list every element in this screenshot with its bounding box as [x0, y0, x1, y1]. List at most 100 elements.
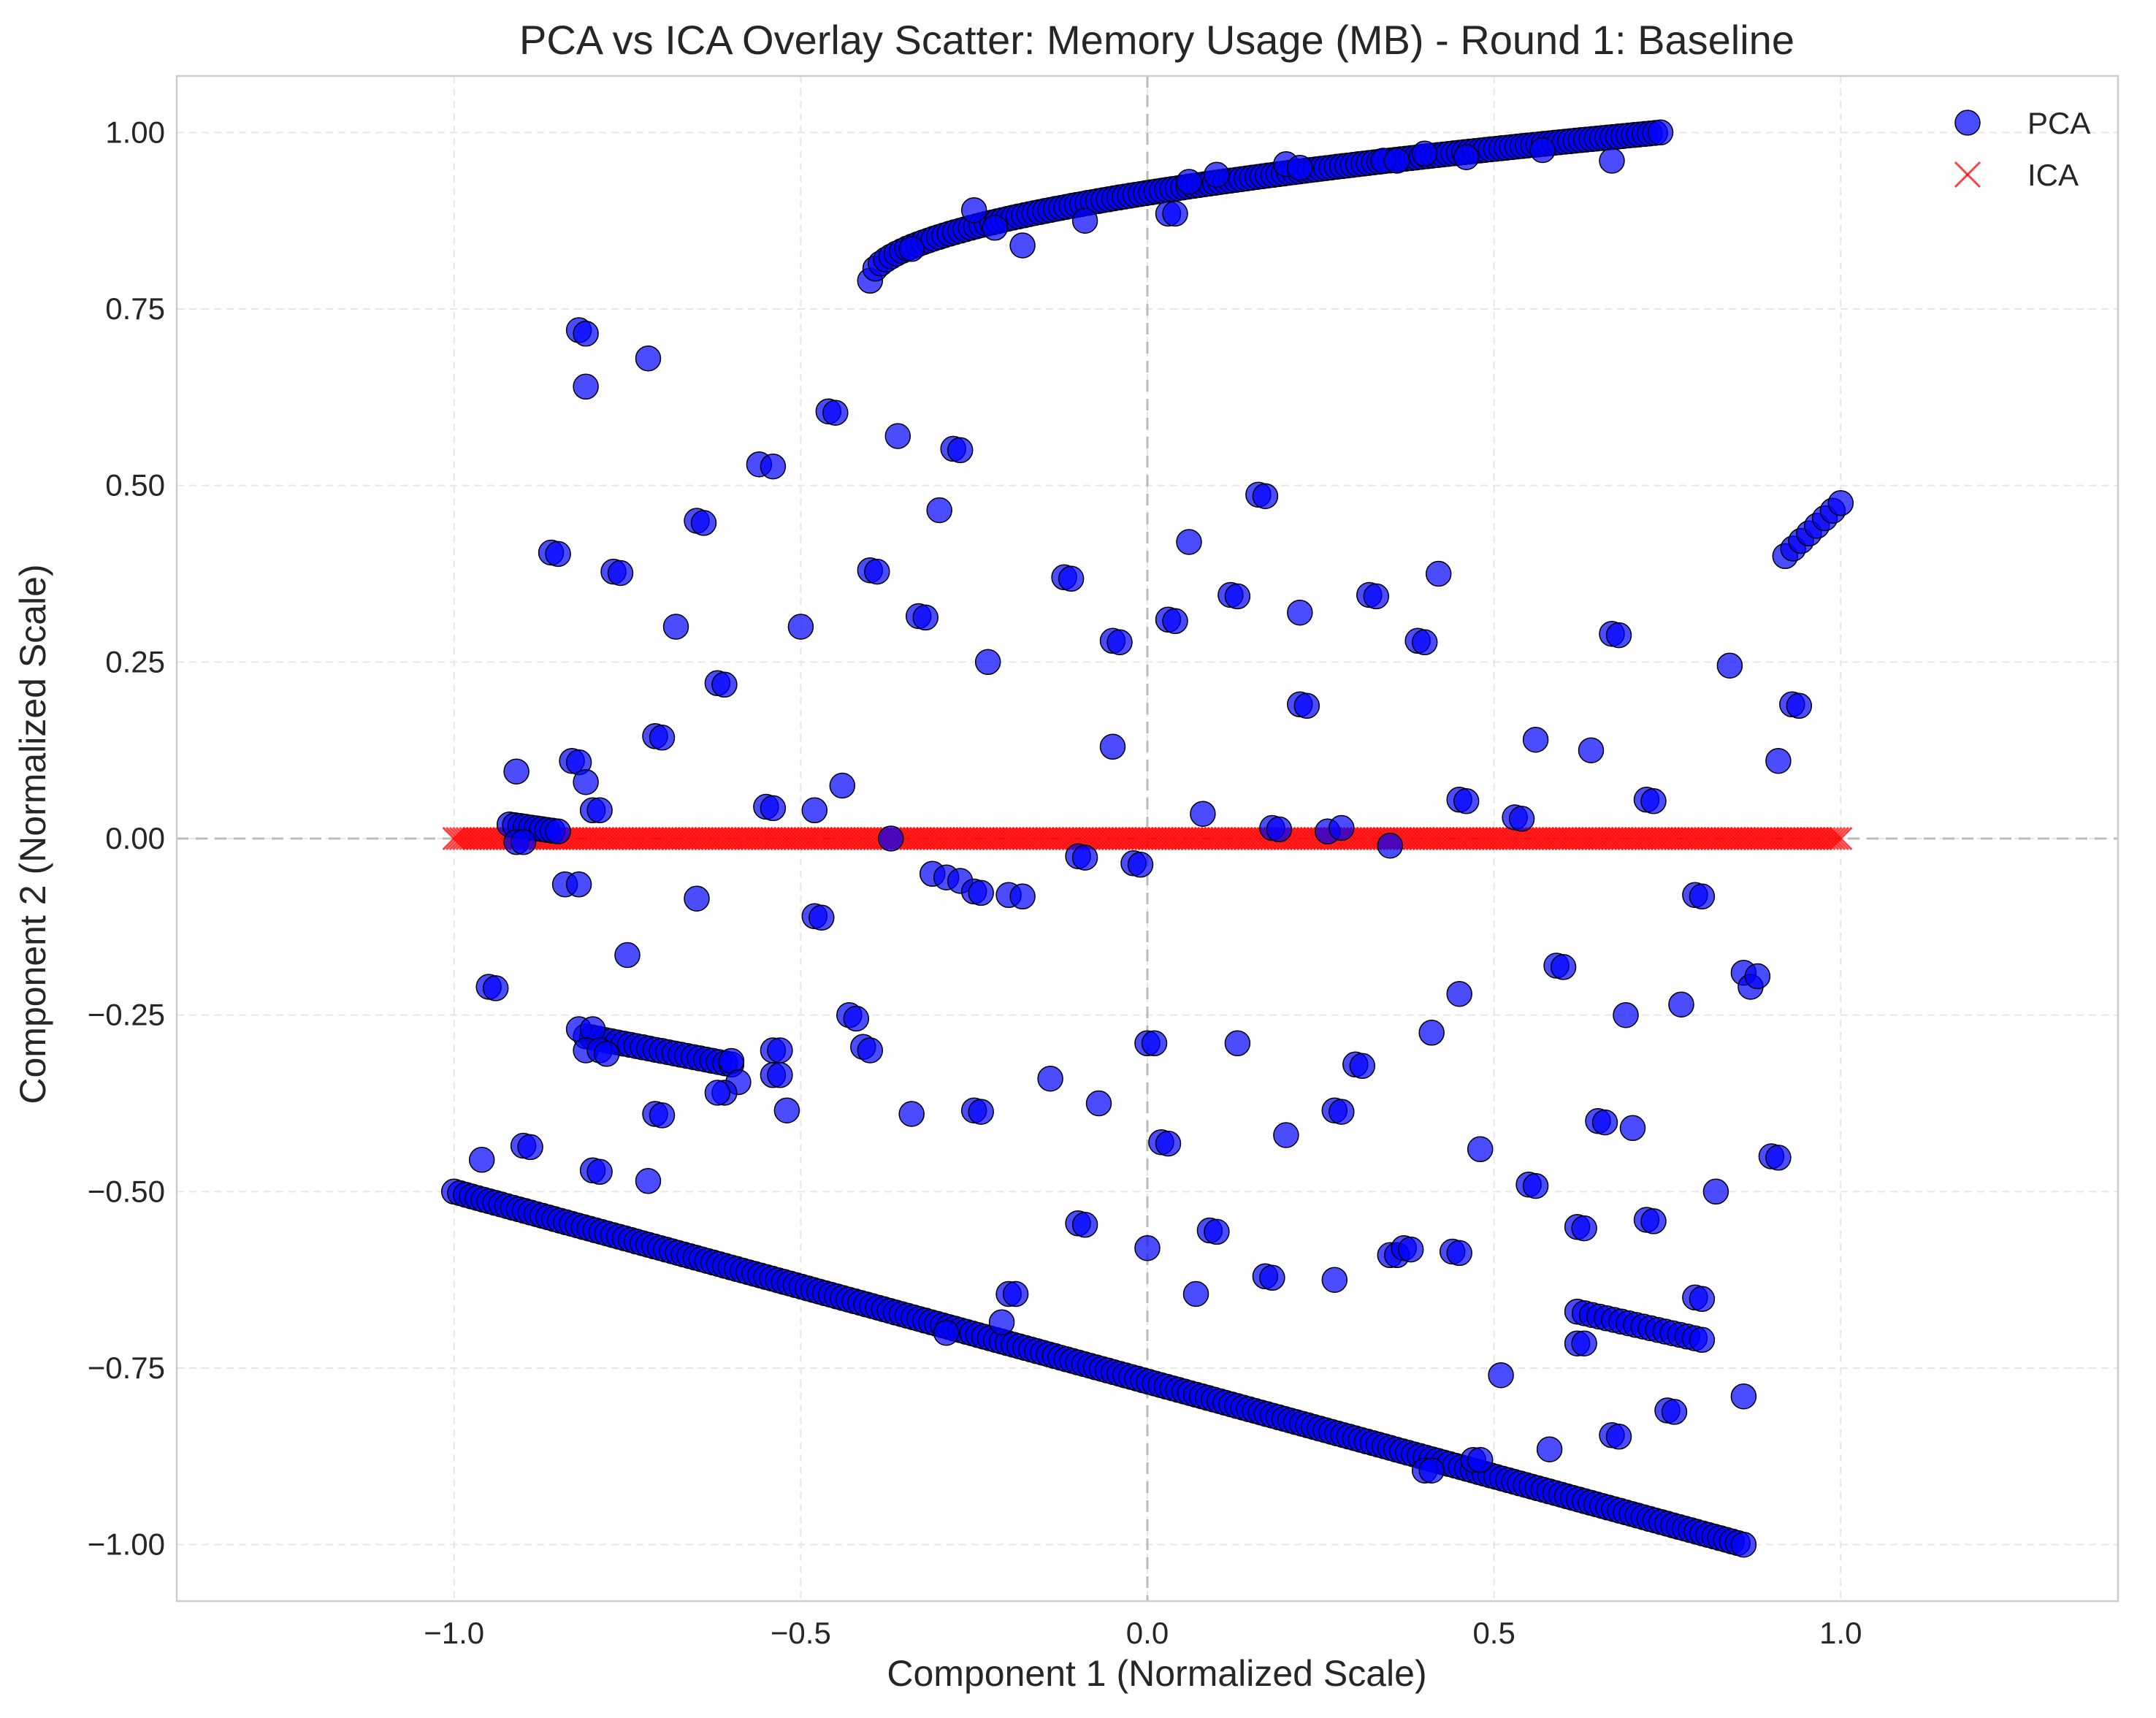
- pca-point: [822, 400, 849, 426]
- pca-point: [760, 795, 787, 822]
- pca-point: [767, 1062, 793, 1088]
- pca-point: [1287, 599, 1313, 626]
- x-tick-label: −0.5: [771, 1616, 831, 1650]
- pca-point: [1287, 154, 1313, 181]
- pca-point: [510, 829, 537, 855]
- pca-point: [898, 1101, 925, 1127]
- pca-point: [1786, 692, 1813, 719]
- x-axis-label: Component 1 (Normalized Scale): [887, 1653, 1426, 1694]
- pca-point: [1224, 583, 1251, 610]
- pca-point: [1058, 565, 1085, 592]
- pca-point: [1009, 232, 1036, 259]
- pca-point: [1508, 806, 1535, 832]
- pca-point: [1071, 207, 1098, 234]
- legend: PCA ICA: [1954, 106, 2090, 192]
- pca-point: [1591, 1109, 1618, 1136]
- pca-point: [898, 236, 925, 262]
- pca-point: [517, 1134, 543, 1161]
- pca-point: [711, 671, 738, 698]
- pca-point: [1536, 1436, 1563, 1462]
- y-tick-label: −1.00: [88, 1527, 165, 1562]
- pca-point: [968, 879, 994, 906]
- y-tick-label: 0.00: [105, 821, 165, 855]
- legend-ica-marker: [1954, 161, 1981, 188]
- pca-point: [1640, 788, 1667, 814]
- pca-point: [787, 614, 814, 640]
- pca-point: [1689, 883, 1716, 910]
- pca-point: [1071, 1212, 1098, 1238]
- pca-point: [988, 1309, 1015, 1335]
- pca-point: [614, 942, 641, 969]
- legend-pca-label: PCA: [2027, 106, 2090, 140]
- pca-point: [1190, 801, 1216, 827]
- pca-point: [1529, 137, 1556, 164]
- x-tick-label: −1.0: [424, 1616, 484, 1650]
- y-tick-label: −0.25: [88, 998, 165, 1032]
- pca-point: [1571, 1330, 1597, 1356]
- pca-point: [1266, 816, 1293, 843]
- pca-point: [933, 1319, 960, 1346]
- pca-point: [662, 614, 689, 640]
- x-tick-label: 1.0: [1819, 1616, 1862, 1650]
- pca-point: [982, 215, 1008, 241]
- pca-point: [1730, 1531, 1757, 1558]
- pca-point: [1418, 1457, 1445, 1484]
- pca-point: [878, 825, 904, 852]
- x-tick-label: 0.5: [1472, 1616, 1515, 1650]
- pca-point: [760, 453, 787, 480]
- pca-point: [1259, 1264, 1285, 1291]
- pca-point: [1293, 692, 1320, 719]
- pca-series: [440, 119, 1854, 1558]
- chart-title: PCA vs ICA Overlay Scatter: Memory Usage…: [519, 17, 1794, 63]
- pca-point: [1141, 1030, 1168, 1057]
- pca-point: [1363, 583, 1390, 610]
- pca-point: [1488, 1362, 1514, 1389]
- pca-point: [1550, 954, 1577, 980]
- pca-point: [1397, 1236, 1424, 1263]
- pca-point: [1176, 169, 1202, 195]
- pca-point: [468, 1147, 495, 1173]
- pca-point: [1329, 1099, 1355, 1125]
- legend-pca-marker: [1954, 110, 1981, 136]
- pca-point: [1716, 652, 1743, 679]
- pca-point: [586, 1158, 613, 1186]
- pca-point: [684, 885, 710, 912]
- ica-point: [1825, 826, 1849, 851]
- pca-point: [1605, 1424, 1632, 1450]
- pca-point: [947, 437, 974, 464]
- pca-point: [960, 196, 987, 224]
- pca-point: [1099, 733, 1126, 760]
- pca-point: [1702, 1178, 1729, 1205]
- y-tick-label: 1.00: [105, 115, 165, 149]
- pca-point: [503, 758, 530, 784]
- pca-point: [649, 725, 676, 751]
- pca-point: [1106, 629, 1133, 656]
- pca-point: [1273, 1122, 1299, 1148]
- pca-point: [573, 373, 599, 400]
- pca-point: [1329, 814, 1355, 841]
- y-tick-label: −0.50: [88, 1174, 165, 1208]
- pca-point: [1425, 560, 1452, 587]
- pca-point: [1204, 1218, 1230, 1245]
- ica-series: [442, 826, 1853, 851]
- pca-point: [1453, 788, 1480, 814]
- y-tick-label: −0.75: [88, 1351, 165, 1385]
- pca-point: [912, 604, 939, 631]
- pca-point: [1578, 737, 1605, 763]
- pca-point: [801, 797, 828, 824]
- x-tick-label: 0.0: [1126, 1616, 1169, 1650]
- pca-point: [1411, 140, 1438, 167]
- ica-point: [1819, 826, 1843, 851]
- pca-point: [974, 649, 1001, 676]
- ica-point: [1822, 826, 1846, 851]
- pca-point: [1071, 844, 1098, 871]
- pca-point: [884, 423, 911, 449]
- pca-point: [1204, 161, 1230, 188]
- y-tick-label: 0.25: [105, 644, 165, 679]
- pca-point: [1619, 1115, 1646, 1142]
- pca-point: [607, 560, 634, 587]
- pca-point: [773, 1097, 800, 1123]
- pca-point: [1411, 629, 1438, 656]
- y-tick-label: 0.75: [105, 291, 165, 326]
